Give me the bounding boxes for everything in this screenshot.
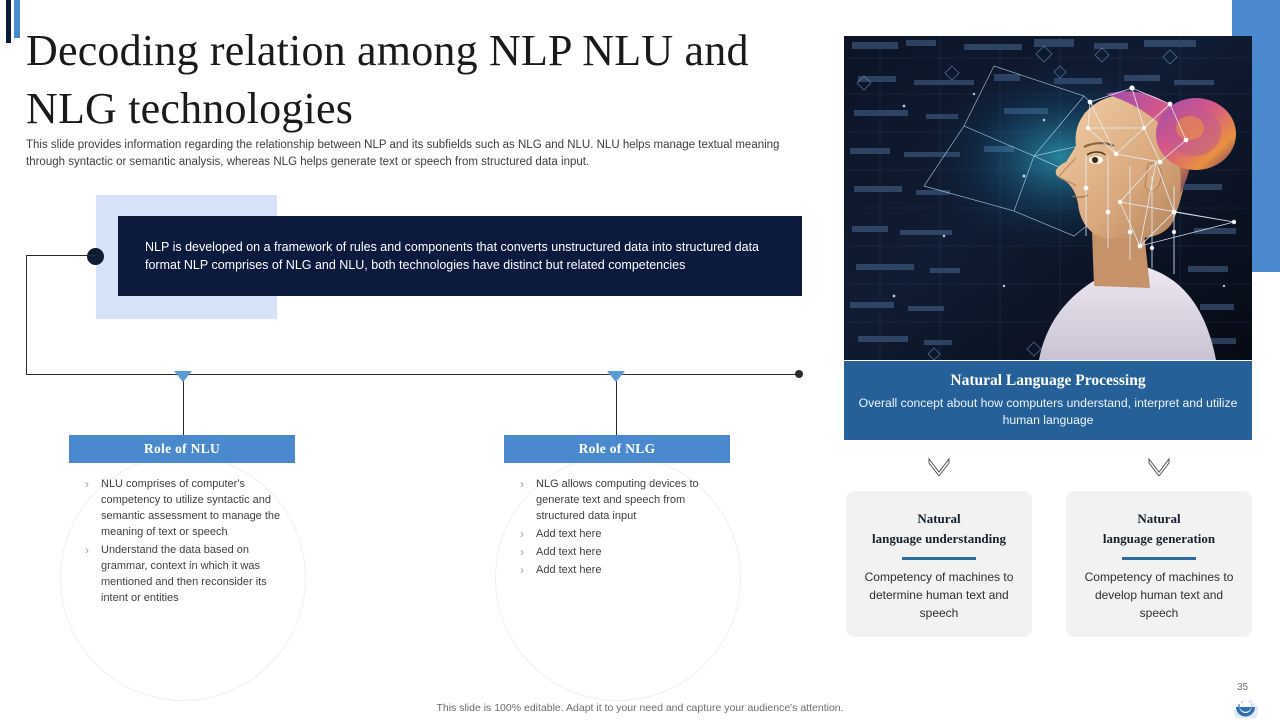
connector-line-bottom bbox=[26, 373, 799, 375]
role-header-nlg: Role of NLG bbox=[504, 435, 730, 463]
page-subtitle: This slide provides information regardin… bbox=[26, 139, 780, 169]
triangle-marker-nlg-icon bbox=[607, 371, 625, 382]
card-body: Competency of machines to develop human … bbox=[1084, 569, 1234, 620]
card-divider bbox=[902, 557, 976, 560]
list-item: NLU comprises of computer's competency t… bbox=[83, 476, 291, 541]
callout-text: NLP is developed on a framework of rules… bbox=[145, 239, 760, 273]
gear-icon bbox=[1234, 700, 1258, 718]
chevron-down-icon bbox=[928, 457, 950, 476]
connector-branch-nlu bbox=[183, 374, 185, 440]
card-title: Natural language generation bbox=[1103, 509, 1215, 548]
card-natural-language-generation: Natural language generation Competency o… bbox=[1066, 491, 1252, 637]
card-title-line1: Natural bbox=[1137, 511, 1181, 526]
page-number: 35 bbox=[1237, 682, 1249, 693]
card-divider bbox=[1122, 557, 1196, 560]
photo-caption-title: Natural Language Processing bbox=[950, 371, 1146, 389]
triangle-marker-nlu-icon bbox=[174, 371, 192, 382]
role-column-nlg: Role of NLG NLG allows computing devices… bbox=[504, 435, 730, 581]
role-column-nlu: Role of NLU NLU comprises of computer's … bbox=[69, 435, 295, 609]
connector-end-dot bbox=[795, 370, 803, 378]
chevron-down-icon bbox=[1148, 457, 1170, 476]
callout-connector-dot bbox=[87, 248, 104, 265]
card-body: Competency of machines to determine huma… bbox=[864, 569, 1014, 620]
list-item: Add text here bbox=[518, 544, 726, 561]
role-header-nlu: Role of NLU bbox=[69, 435, 295, 463]
photo-caption-bar: Natural Language Processing Overall conc… bbox=[844, 361, 1252, 440]
page-title: Decoding relation among NLP NLU and NLG … bbox=[26, 26, 749, 134]
connector-branch-nlg bbox=[616, 374, 618, 440]
accent-bar-navy bbox=[6, 0, 11, 43]
role-bullets-nlu: NLU comprises of computer's competency t… bbox=[69, 463, 295, 607]
illustration-svg bbox=[844, 36, 1252, 360]
list-item: Add text here bbox=[518, 526, 726, 543]
footer-note: This slide is 100% editable. Adapt it to… bbox=[436, 702, 844, 714]
photo-caption-subtitle: Overall concept about how computers unde… bbox=[858, 395, 1238, 427]
connector-line-top bbox=[26, 255, 96, 257]
nlp-illustration-image bbox=[844, 36, 1252, 360]
list-item: Add text here bbox=[518, 562, 726, 579]
callout-box: NLP is developed on a framework of rules… bbox=[118, 216, 802, 296]
card-natural-language-understanding: Natural language understanding Competenc… bbox=[846, 491, 1032, 637]
role-bullets-nlg: NLG allows computing devices to generate… bbox=[504, 463, 730, 579]
list-item: NLG allows computing devices to generate… bbox=[518, 476, 726, 525]
card-title-line2: language understanding bbox=[871, 530, 1006, 546]
card-title-line2: language generation bbox=[1102, 530, 1216, 546]
list-item: Understand the data based on grammar, co… bbox=[83, 542, 291, 607]
accent-bar-blue bbox=[14, 0, 20, 38]
card-title: Natural language understanding bbox=[872, 509, 1006, 548]
connector-line-vertical bbox=[26, 255, 28, 375]
card-title-line1: Natural bbox=[917, 511, 961, 526]
